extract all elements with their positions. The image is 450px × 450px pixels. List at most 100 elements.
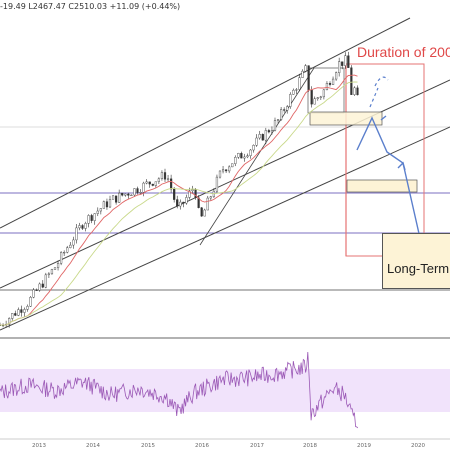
projection-path	[356, 116, 421, 239]
x-tick-label: 2017	[250, 443, 264, 449]
candle-body	[127, 193, 130, 196]
candle-body	[118, 192, 121, 203]
candle-body	[292, 89, 295, 95]
candle-body	[115, 195, 118, 203]
candle-body	[347, 55, 350, 68]
candle-body	[273, 120, 277, 131]
candle-body	[35, 289, 38, 291]
candle-body	[215, 176, 219, 192]
candle-body	[14, 313, 17, 316]
candle-body	[170, 178, 173, 190]
moving-average-long	[0, 81, 358, 326]
candle-body	[243, 156, 246, 159]
candle-body	[200, 207, 203, 217]
candle-body	[188, 190, 191, 198]
x-tick-label: 2019	[357, 443, 371, 449]
candle-body	[121, 192, 124, 196]
candle-body	[267, 130, 270, 133]
candle-body	[157, 178, 160, 182]
candle-body	[166, 178, 170, 180]
candle-body	[237, 153, 240, 158]
candle-body	[179, 201, 182, 207]
candle-body	[261, 134, 264, 141]
candle-body	[301, 70, 304, 78]
candle-body	[331, 78, 335, 85]
candle-body	[319, 96, 322, 98]
candle-body	[20, 309, 23, 313]
candle-body	[105, 201, 109, 208]
candle-body	[72, 239, 75, 246]
candle-body	[32, 289, 35, 298]
candle-body	[148, 181, 151, 185]
long-term-box: Long-Term	[382, 233, 450, 289]
candle-body	[283, 109, 286, 111]
duration-annotation: Duration of 200	[357, 44, 450, 60]
arrow-head	[397, 161, 406, 171]
candle-body	[102, 201, 105, 209]
candle-body	[41, 283, 44, 288]
candle-body	[325, 83, 329, 91]
candle-body	[191, 189, 194, 192]
candle-body	[276, 119, 280, 121]
alt-projection-curve	[374, 76, 389, 87]
candle-body	[75, 227, 78, 241]
candle-body	[234, 156, 237, 164]
candle-body	[264, 130, 267, 141]
channel-upper	[0, 17, 411, 229]
candle-body	[185, 197, 188, 204]
ohlc-readout: -19.49 L2467.47 C2510.03 +11.09 (+0.44%)	[0, 2, 181, 11]
candle-body	[270, 130, 274, 133]
support-zone	[346, 179, 418, 193]
candle-body	[182, 201, 185, 204]
candle-body	[221, 169, 225, 172]
candle-body	[145, 181, 148, 184]
candle-body	[96, 210, 99, 214]
candle-body	[99, 208, 102, 212]
candle-body	[228, 166, 231, 172]
candle-body	[353, 87, 356, 95]
candle-body	[307, 65, 310, 91]
long-term-label: Long-Term	[387, 261, 450, 276]
candle-body	[50, 269, 54, 275]
candle-body	[289, 94, 292, 107]
candle-body	[84, 223, 87, 229]
candle-body	[90, 215, 93, 221]
candle-body	[249, 149, 252, 156]
candle-body	[322, 89, 325, 98]
candle-body	[313, 98, 316, 105]
x-tick-label: 2015	[141, 443, 155, 449]
alt-projection-path	[369, 87, 379, 108]
candle-body	[160, 172, 164, 180]
candle-body	[93, 213, 96, 221]
candle-body	[246, 155, 249, 158]
x-tick-label: 2013	[32, 443, 46, 449]
candle-body	[8, 318, 11, 325]
candle-body	[335, 72, 338, 80]
x-axis: 2013 2014 2015 2016 2017 2018 2019 2020	[32, 443, 425, 449]
candle-body	[163, 172, 167, 180]
candle-body	[130, 194, 133, 197]
channel-lower	[0, 126, 450, 331]
candle-body	[66, 247, 69, 253]
candle-body	[17, 309, 20, 316]
candle-body	[255, 137, 258, 146]
arrow-head	[380, 115, 387, 121]
candle-body	[60, 252, 63, 264]
candle-body	[341, 61, 344, 66]
candle-body	[280, 109, 283, 120]
candle-body	[124, 193, 127, 196]
candle-body	[47, 273, 50, 276]
candle-body	[338, 61, 341, 73]
candle-body	[142, 182, 145, 193]
candle-body	[133, 188, 136, 196]
candle-body	[240, 153, 243, 159]
candle-body	[11, 313, 14, 319]
candle-body	[111, 195, 115, 200]
x-tick-label: 2016	[195, 443, 209, 449]
candle-body	[203, 209, 206, 217]
candle-body	[356, 87, 359, 96]
candle-body	[56, 263, 60, 268]
candle-body	[154, 181, 157, 186]
